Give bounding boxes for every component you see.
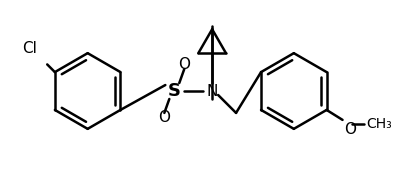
Text: O: O bbox=[158, 110, 170, 125]
Text: S: S bbox=[168, 82, 181, 100]
Text: O: O bbox=[345, 122, 357, 137]
Text: Cl: Cl bbox=[22, 41, 37, 56]
Text: CH₃: CH₃ bbox=[367, 117, 392, 131]
Text: O: O bbox=[178, 57, 190, 72]
Text: N: N bbox=[207, 83, 218, 99]
